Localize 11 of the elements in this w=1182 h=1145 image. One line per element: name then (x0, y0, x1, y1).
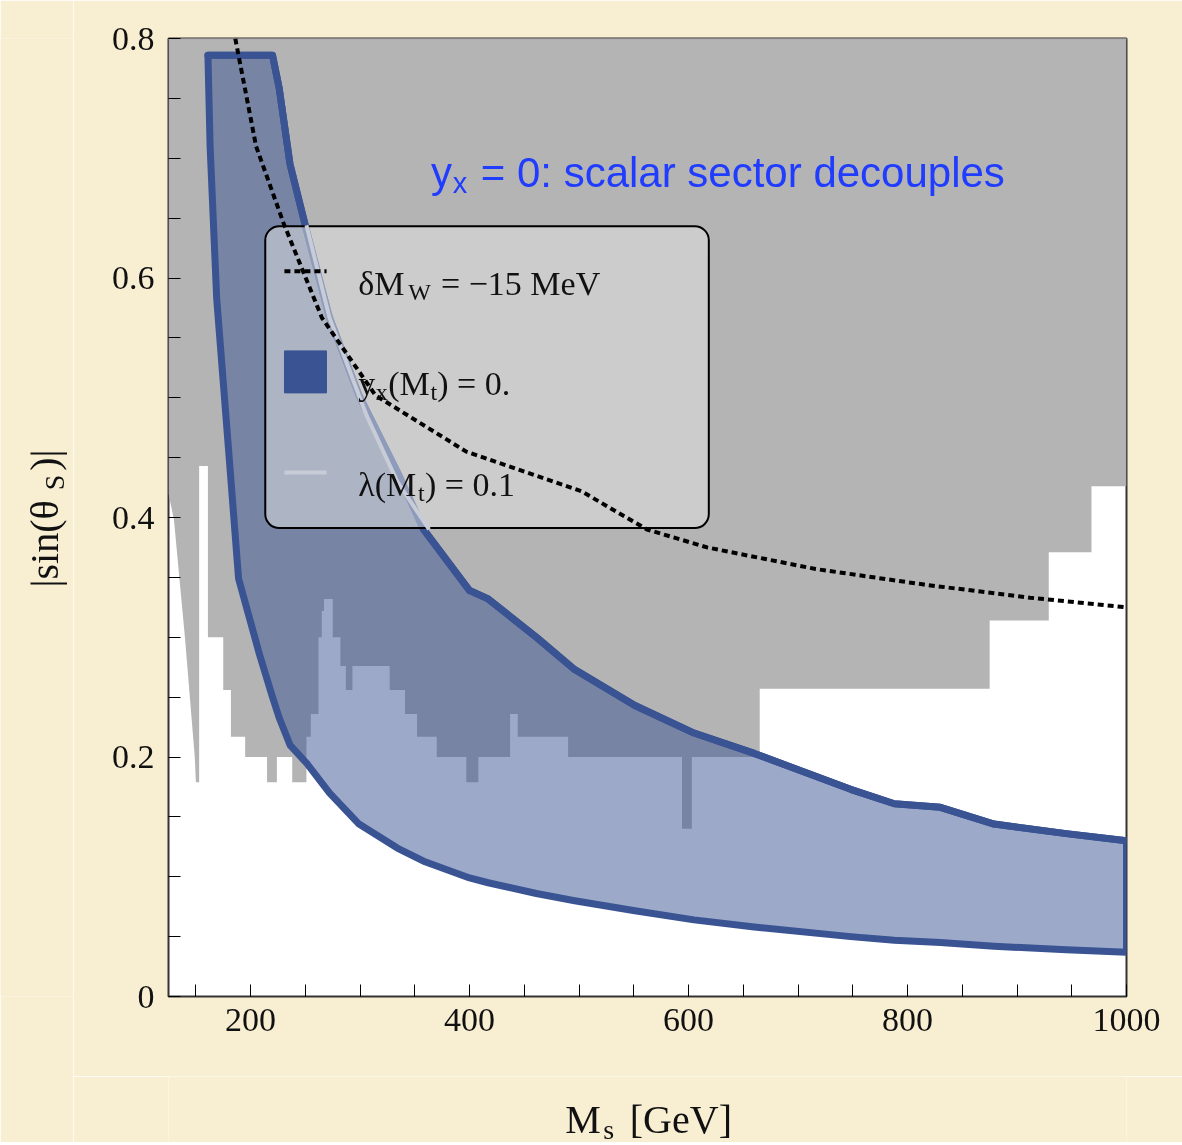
x-tick-label: 400 (444, 1000, 496, 1038)
x-tick-label: 600 (663, 1000, 715, 1038)
x-tick-label: 1000 (1092, 1000, 1161, 1038)
y-tick-label: 0.2 (112, 738, 155, 775)
y-tick-label: 0 (137, 977, 155, 1015)
x-tick-label: 800 (882, 1000, 934, 1038)
x-tick-label: 200 (225, 1000, 277, 1038)
y-tick-label: 0.4 (112, 498, 155, 536)
y-tick-label: 0.6 (112, 259, 155, 296)
y-tick-label: 0.8 (112, 19, 155, 57)
y-axis-title: |sin(θS)| (21, 449, 70, 588)
